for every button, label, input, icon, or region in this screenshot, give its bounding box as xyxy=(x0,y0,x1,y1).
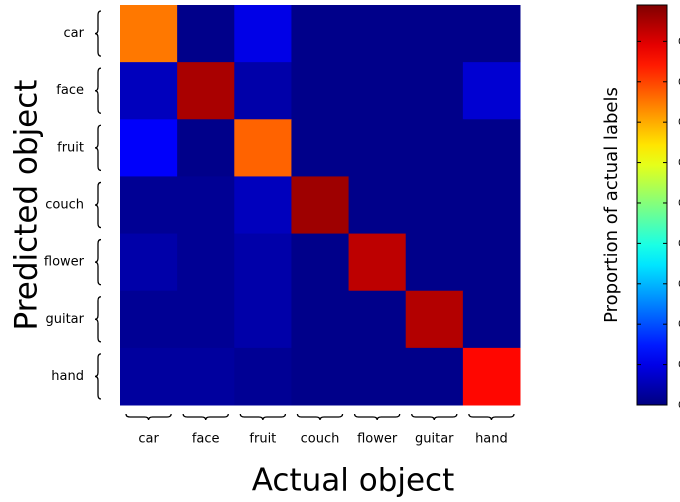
x-brace xyxy=(239,413,287,421)
x-tick-label: fruit xyxy=(249,432,276,447)
colorbar-tick-label: 0.2 xyxy=(678,319,680,330)
x-brace xyxy=(182,413,229,421)
heatmap-cell xyxy=(348,233,407,292)
y-tick-label: hand xyxy=(51,369,84,384)
x-brace xyxy=(468,413,515,421)
heatmap-cell xyxy=(462,119,521,177)
heatmap-cell xyxy=(120,233,178,292)
colorbar-tick-label: 0.3 xyxy=(678,279,680,290)
y-tick-label: guitar xyxy=(45,312,84,327)
x-axis-label: Actual object xyxy=(252,463,455,499)
heatmap-cell xyxy=(405,119,464,177)
heatmap-cell xyxy=(120,62,178,120)
heatmap-cell xyxy=(462,233,521,292)
heatmap-cell xyxy=(120,5,178,63)
colorbar-tick-label: 0 xyxy=(678,400,680,411)
x-brace xyxy=(125,413,172,421)
colorbar-tick-label: 0.4 xyxy=(678,238,680,249)
heatmap-cell xyxy=(462,176,521,235)
heatmap-cell xyxy=(234,62,292,120)
heatmap-cell xyxy=(120,290,178,349)
x-tick-label: couch xyxy=(301,432,340,447)
heatmap-cell xyxy=(177,290,235,349)
heatmap-cell xyxy=(291,119,350,177)
colorbar-tick-label: 0.9 xyxy=(678,36,680,47)
x-tick-label: flower xyxy=(357,432,398,447)
colorbar-label: Proportion of actual labels xyxy=(601,87,622,323)
y-brace xyxy=(94,67,102,114)
heatmap-cell xyxy=(120,119,178,177)
heatmap-cell xyxy=(405,62,464,120)
colorbar-tick-label: 0.5 xyxy=(678,198,680,209)
y-tick-label: couch xyxy=(45,198,84,213)
heatmap-cell xyxy=(462,62,521,120)
y-tick-label: face xyxy=(56,83,84,98)
heatmap-cell xyxy=(348,347,407,406)
heatmap-cell xyxy=(234,119,292,177)
y-brace xyxy=(94,181,102,229)
heatmap-cell xyxy=(405,176,464,235)
y-brace xyxy=(94,353,102,400)
heatmap-cell xyxy=(462,347,521,406)
x-tick-label: guitar xyxy=(415,432,454,447)
colorbar-tick-label: 0.7 xyxy=(678,117,680,128)
heatmap-cell xyxy=(462,290,521,349)
x-brace xyxy=(411,413,458,421)
x-tick-label: hand xyxy=(475,432,508,447)
heatmap-cell xyxy=(348,290,407,349)
y-brace xyxy=(94,296,102,343)
heatmap-cell xyxy=(462,5,521,63)
heatmap-cell xyxy=(291,5,350,63)
heatmap-cell xyxy=(405,290,464,349)
heatmap-cell xyxy=(405,5,464,63)
heatmap-cell xyxy=(177,176,235,235)
colorbar-tick-label: 0.6 xyxy=(678,158,680,169)
x-brace xyxy=(296,413,344,421)
heatmap-cell xyxy=(177,233,235,292)
heatmap-cell xyxy=(120,347,178,406)
y-brace xyxy=(94,10,102,57)
y-tick-label: car xyxy=(64,26,85,41)
y-tick-label: fruit xyxy=(57,140,84,155)
heatmap-cell xyxy=(291,176,350,235)
heatmap-cell xyxy=(291,290,350,349)
heatmap-cell xyxy=(405,233,464,292)
heatmap-cell xyxy=(405,347,464,406)
heatmap-cell xyxy=(348,176,407,235)
heatmap-cell xyxy=(234,176,292,235)
heatmap-cell xyxy=(234,5,292,63)
x-brace xyxy=(353,413,401,421)
y-brace xyxy=(94,124,102,172)
x-tick-label: face xyxy=(192,432,220,447)
heatmap-cell xyxy=(234,233,292,292)
colorbar-tick-label: 0.8 xyxy=(678,77,680,88)
heatmap-cell xyxy=(348,5,407,63)
heatmap-cell xyxy=(177,347,235,406)
colorbar xyxy=(636,4,668,406)
heatmap-cell xyxy=(234,347,292,406)
heatmap-cell xyxy=(234,290,292,349)
y-axis-label: Predicted object xyxy=(9,80,45,331)
heatmap-cell xyxy=(348,119,407,177)
y-brace xyxy=(94,238,102,286)
heatmap-cell xyxy=(348,62,407,120)
heatmap-cell xyxy=(291,347,350,406)
heatmap-cell xyxy=(291,62,350,120)
heatmap-cell xyxy=(177,62,235,120)
heatmap-cell xyxy=(120,176,178,235)
y-tick-label: flower xyxy=(44,255,85,270)
x-tick-label: car xyxy=(138,432,159,447)
heatmap-cell xyxy=(291,233,350,292)
heatmap-cell xyxy=(177,5,235,63)
colorbar-tick-label: 0.1 xyxy=(678,360,680,371)
heatmap-cell xyxy=(177,119,235,177)
